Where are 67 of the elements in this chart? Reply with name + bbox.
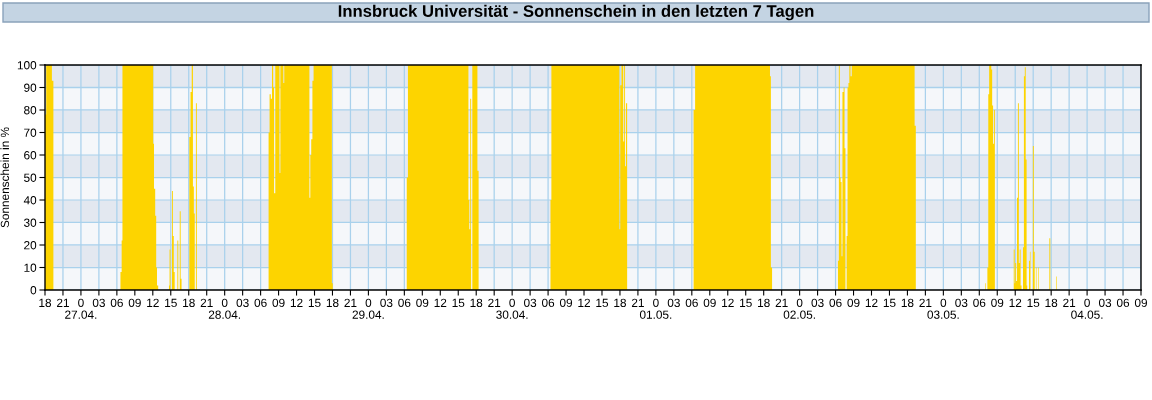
x-tick-label: 06 bbox=[1116, 298, 1130, 307]
x-tick-label: 12 bbox=[865, 298, 878, 307]
x-tick-label: 03 bbox=[524, 298, 537, 307]
x-tick-label: 03 bbox=[811, 298, 824, 307]
x-tick-label: 09 bbox=[272, 298, 285, 307]
y-tick-label: 70 bbox=[24, 128, 37, 137]
x-tick-label: 03 bbox=[380, 298, 393, 307]
x-tick-label: 09 bbox=[703, 298, 716, 307]
x-tick-label: 21 bbox=[919, 298, 932, 307]
x-tick-label: 18 bbox=[758, 298, 770, 307]
x-tick-label: 09 bbox=[1134, 298, 1148, 307]
x-tick-label: 12 bbox=[1009, 298, 1022, 307]
x-tick-label: 06 bbox=[110, 298, 123, 307]
x-tick-label: 18 bbox=[901, 298, 914, 307]
y-tick-label: 80 bbox=[24, 106, 37, 115]
x-tick-label: 09 bbox=[128, 298, 141, 307]
x-tick-label: 09 bbox=[559, 298, 573, 307]
x-tick-label: 03 bbox=[92, 298, 105, 307]
x-tick-label: 18 bbox=[183, 298, 195, 307]
x-tick-label: 12 bbox=[290, 298, 303, 307]
x-tick-label: 12 bbox=[147, 298, 159, 307]
x-tick-label: 12 bbox=[434, 298, 447, 307]
x-tick-label: 21 bbox=[488, 298, 501, 307]
x-tick-label: 06 bbox=[973, 298, 986, 307]
x-tick-label: 09 bbox=[991, 298, 1004, 307]
x-tick-label: 06 bbox=[541, 298, 555, 307]
x-tick-label: 03 bbox=[1098, 298, 1112, 307]
x-tick-label: 03 bbox=[236, 298, 249, 307]
x-tick-label: 18 bbox=[39, 298, 52, 307]
x-tick-label: 15 bbox=[596, 298, 609, 307]
x-tick-label: 21 bbox=[1063, 298, 1076, 307]
x-tick-label: 21 bbox=[631, 298, 644, 307]
y-tick-label: 100 bbox=[17, 61, 37, 70]
y-tick-label: 30 bbox=[23, 218, 37, 227]
x-tick-label: 18 bbox=[1045, 298, 1058, 307]
x-tick-label: 12 bbox=[578, 298, 590, 307]
x-tick-label: 21 bbox=[57, 298, 69, 307]
y-tick-label: 60 bbox=[24, 151, 37, 160]
x-tick-label: 06 bbox=[254, 298, 267, 307]
x-tick-label: 15 bbox=[165, 298, 177, 307]
y-tick-label: 10 bbox=[24, 263, 37, 272]
x-tick-label: 09 bbox=[847, 298, 860, 307]
x-tick-label: 18 bbox=[470, 298, 483, 307]
y-tick-label: 90 bbox=[24, 83, 37, 92]
x-tick-label: 21 bbox=[775, 298, 788, 307]
x-tick-label: 21 bbox=[344, 298, 357, 307]
y-tick-label: 40 bbox=[23, 196, 37, 205]
y-tick-label: 20 bbox=[24, 241, 37, 250]
x-tick-label: 15 bbox=[883, 298, 896, 307]
y-tick-label: 0 bbox=[30, 286, 37, 295]
x-tick-label: 06 bbox=[829, 298, 842, 307]
x-tick-label: 21 bbox=[200, 298, 213, 307]
x-tick-label: 06 bbox=[685, 298, 698, 307]
x-tick-label: 06 bbox=[398, 298, 411, 307]
x-tick-label: 03 bbox=[955, 298, 968, 307]
x-tick-label: 15 bbox=[740, 298, 752, 307]
x-tick-label: 12 bbox=[722, 298, 734, 307]
x-tick-label: 15 bbox=[308, 298, 321, 307]
x-tick-label: 18 bbox=[614, 298, 626, 307]
x-tick-label: 18 bbox=[326, 298, 339, 307]
y-tick-label: 50 bbox=[24, 173, 37, 182]
x-tick-label: 15 bbox=[452, 298, 465, 307]
x-tick-label: 15 bbox=[1027, 298, 1040, 307]
y-axis-title: Sonnenschein in % bbox=[0, 127, 10, 228]
x-tick-label: 03 bbox=[667, 298, 680, 307]
chart-title: Innsbruck Universität - Sonnenschein in den letzten 7 Tagen bbox=[338, 4, 814, 21]
x-tick-label: 09 bbox=[416, 298, 429, 307]
